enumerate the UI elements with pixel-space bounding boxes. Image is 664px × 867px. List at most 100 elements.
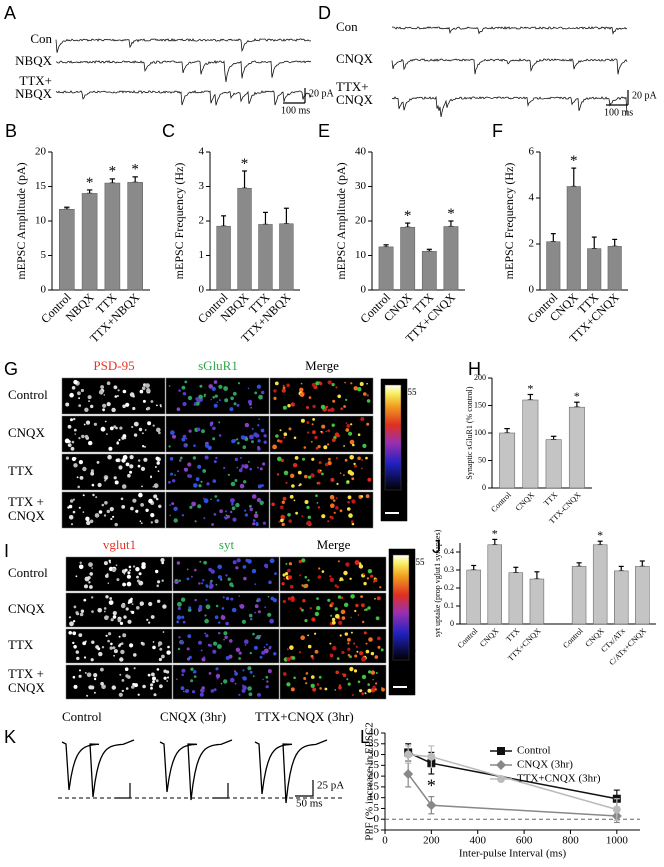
error-bar: [550, 233, 556, 243]
puncta: [119, 426, 123, 430]
puncta: [314, 435, 318, 440]
puncta: [220, 578, 223, 581]
puncta: [238, 651, 242, 655]
puncta: [112, 515, 115, 518]
puncta: [154, 519, 159, 524]
puncta: [320, 404, 326, 410]
significance-mark: *: [404, 208, 412, 224]
puncta: [148, 498, 153, 504]
puncta: [166, 680, 169, 682]
y-tick-label: 0.1: [444, 601, 454, 610]
puncta: [381, 687, 385, 692]
puncta: [220, 682, 223, 685]
puncta: [152, 680, 155, 684]
puncta: [330, 602, 334, 606]
puncta: [345, 398, 348, 401]
puncta: [95, 645, 99, 649]
significance-mark: *: [86, 175, 94, 191]
puncta: [261, 484, 264, 487]
puncta: [136, 579, 140, 583]
puncta: [137, 693, 140, 696]
puncta: [311, 457, 315, 461]
puncta: [72, 641, 75, 645]
puncta: [285, 572, 289, 576]
puncta: [287, 513, 291, 517]
trace: [159, 739, 233, 801]
puncta: [159, 504, 162, 507]
puncta: [91, 567, 93, 569]
puncta: [240, 435, 246, 440]
puncta: [348, 513, 353, 518]
bar: [378, 246, 394, 291]
puncta: [327, 429, 331, 433]
puncta: [107, 454, 112, 460]
puncta: [88, 440, 93, 446]
puncta: [279, 429, 282, 432]
puncta: [177, 647, 181, 651]
bar: [607, 246, 622, 291]
puncta: [203, 498, 209, 504]
puncta: [316, 683, 320, 686]
puncta: [377, 636, 381, 641]
puncta: [69, 621, 74, 627]
puncta: [230, 396, 234, 401]
micrograph: [165, 415, 270, 453]
puncta: [118, 692, 123, 697]
puncta: [340, 596, 344, 600]
puncta: [67, 424, 72, 429]
puncta: [178, 459, 182, 462]
puncta: [97, 607, 102, 613]
column-header: PSD-95: [93, 358, 134, 373]
puncta: [141, 485, 143, 488]
puncta: [242, 565, 247, 569]
puncta: [253, 513, 259, 519]
trace: [55, 60, 312, 82]
scale-bar: [115, 783, 131, 799]
y-tick-label: 3: [199, 180, 205, 192]
puncta: [235, 647, 241, 652]
puncta: [365, 494, 370, 499]
puncta: [366, 399, 371, 403]
puncta: [118, 439, 121, 441]
puncta: [319, 687, 322, 690]
puncta: [100, 667, 104, 672]
puncta: [71, 386, 76, 390]
puncta: [259, 655, 263, 659]
puncta: [133, 421, 139, 427]
error-bar: [513, 566, 519, 574]
scale-label: 20 pA: [632, 90, 658, 101]
puncta: [85, 516, 90, 521]
puncta: [353, 642, 356, 645]
puncta: [334, 689, 337, 691]
trace-label: TTX+: [336, 79, 369, 94]
puncta: [359, 689, 362, 693]
row-label: CNQX: [8, 425, 45, 440]
puncta: [161, 654, 165, 659]
puncta: [93, 673, 98, 678]
puncta: [374, 655, 379, 659]
puncta: [101, 684, 106, 690]
row-label: TTX: [8, 637, 34, 652]
puncta: [230, 677, 235, 683]
puncta: [78, 397, 80, 400]
puncta: [76, 476, 79, 479]
puncta: [172, 434, 176, 439]
puncta: [239, 483, 245, 489]
column-header: sGluR1: [198, 358, 238, 373]
puncta: [320, 430, 323, 433]
colorbar-label: 255: [411, 557, 425, 567]
puncta: [293, 436, 297, 440]
puncta: [218, 632, 221, 635]
puncta: [139, 601, 144, 606]
puncta: [262, 521, 266, 525]
puncta: [333, 511, 336, 514]
puncta: [202, 469, 207, 473]
puncta: [195, 477, 200, 482]
y-tick-label: 40: [355, 146, 367, 158]
puncta: [291, 484, 295, 488]
puncta: [350, 594, 355, 599]
puncta: [140, 466, 146, 471]
y-tick-label: 10: [368, 791, 380, 803]
puncta: [287, 597, 292, 601]
puncta: [249, 507, 253, 512]
